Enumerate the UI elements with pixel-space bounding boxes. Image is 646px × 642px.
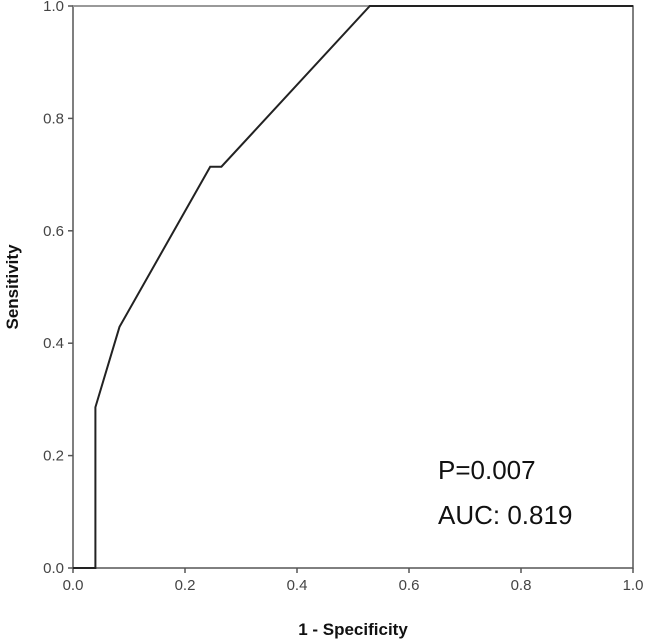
x-tick-label: 0.8 <box>511 577 532 594</box>
x-tick-label: 0.4 <box>287 577 308 594</box>
y-axis-ticks: 0.0 0.2 0.4 0.6 0.8 1.0 <box>43 0 73 577</box>
y-tick-label: 0.8 <box>43 110 64 127</box>
x-axis-ticks: 0.0 0.2 0.4 0.6 0.8 1.0 <box>63 568 644 594</box>
y-tick-label: 0.0 <box>43 560 64 577</box>
y-tick-label: 0.4 <box>43 335 64 352</box>
roc-curve-line <box>73 5 633 569</box>
y-tick-label: 1.0 <box>43 0 64 15</box>
y-tick-label: 0.2 <box>43 448 64 465</box>
y-axis-title: Sensitivity <box>3 244 22 330</box>
x-tick-label: 0.2 <box>175 577 196 594</box>
x-tick-label: 1.0 <box>623 577 644 594</box>
p-value-annotation: P=0.007 <box>438 455 536 485</box>
x-tick-label: 0.6 <box>399 577 420 594</box>
auc-annotation: AUC: 0.819 <box>438 500 572 530</box>
x-tick-label: 0.0 <box>63 577 84 594</box>
x-axis-title: 1 - Specificity <box>298 620 408 639</box>
roc-curve-group <box>73 5 633 569</box>
plot-area-frame <box>72 5 634 569</box>
y-tick-label: 0.6 <box>43 223 64 240</box>
